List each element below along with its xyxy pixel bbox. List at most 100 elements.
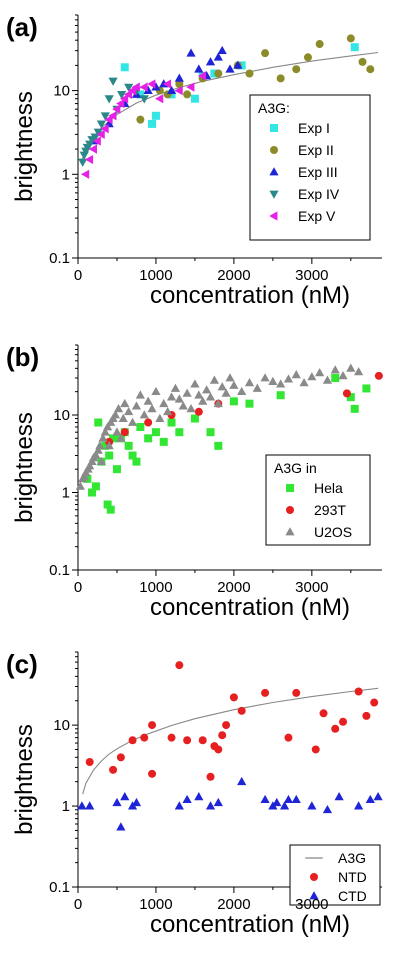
data-point [174, 73, 184, 82]
data-point [268, 376, 278, 385]
data-point [331, 374, 340, 383]
data-point [124, 406, 134, 416]
data-point [120, 63, 129, 72]
legend-marker [269, 167, 279, 176]
y-axis-label: brightness [11, 724, 38, 835]
series-ctd [77, 776, 383, 831]
data-point [354, 687, 363, 696]
data-point [116, 822, 126, 831]
data-point [214, 745, 223, 754]
data-point [159, 398, 169, 408]
data-point [194, 64, 204, 73]
x-tick-label: 2000 [217, 896, 250, 913]
data-point [139, 410, 149, 419]
legend-label: 293T [314, 502, 346, 518]
panel-label: (b) [6, 342, 39, 372]
data-point [174, 394, 184, 403]
data-point [194, 390, 204, 399]
data-point [229, 380, 239, 389]
data-point [373, 792, 383, 801]
data-point [127, 417, 138, 426]
data-point [118, 413, 128, 422]
data-point [139, 95, 149, 104]
series-u2os [75, 363, 364, 490]
data-point [237, 386, 247, 396]
data-point [85, 461, 95, 470]
data-point [276, 379, 286, 388]
data-point [84, 154, 94, 165]
data-point [116, 753, 125, 762]
y-tick-label: 10 [53, 83, 70, 100]
data-point [155, 413, 165, 422]
x-tick-label: 3000 [295, 896, 328, 913]
data-point [292, 65, 301, 74]
data-point [151, 111, 160, 120]
data-point [136, 90, 145, 99]
data-point [229, 693, 238, 702]
legend-box [265, 454, 371, 546]
data-point [233, 60, 243, 69]
data-point [178, 401, 188, 410]
legend-marker [285, 527, 295, 536]
data-point [151, 82, 161, 91]
data-point [119, 94, 129, 104]
panel-1 [72, 344, 383, 576]
x-tick-label: 2000 [217, 267, 250, 284]
data-point [124, 83, 134, 92]
data-point [217, 45, 227, 55]
data-point [80, 169, 90, 179]
data-point [112, 797, 122, 807]
data-point [159, 437, 168, 446]
data-point [350, 43, 359, 52]
legend-label: Exp III [298, 164, 338, 180]
data-point [252, 383, 262, 392]
data-point [291, 370, 301, 379]
y-tick-label: 0.1 [49, 879, 70, 896]
data-point [113, 404, 124, 413]
data-point [299, 378, 309, 387]
data-point [75, 481, 85, 490]
y-axis-label: brightness [11, 91, 38, 202]
x-axis-label: concentration (nM) [150, 282, 350, 309]
data-point [206, 772, 215, 781]
data-point [136, 422, 145, 431]
legend-marker [286, 506, 294, 514]
data-point [140, 733, 149, 742]
legend-marker [286, 484, 294, 492]
data-point [148, 769, 157, 778]
legend-marker [269, 211, 278, 221]
data-point [163, 406, 173, 416]
data-point [124, 441, 133, 450]
x-tick-label: 1000 [139, 267, 172, 284]
data-point [147, 404, 157, 413]
legend-label: Exp IV [298, 186, 340, 202]
data-point [365, 794, 375, 804]
data-point [183, 736, 192, 745]
legend-label: Hela [314, 480, 343, 496]
data-point [166, 85, 177, 94]
data-point [91, 450, 101, 459]
data-point [303, 53, 312, 62]
legend-label: Exp V [298, 208, 336, 224]
data-point [186, 48, 196, 57]
data-point [214, 69, 223, 78]
data-point [209, 375, 220, 384]
x-tick-label: 3000 [295, 579, 328, 596]
data-point [103, 422, 113, 431]
data-point [322, 375, 333, 384]
data-point [147, 79, 156, 89]
legend-label: NTD [338, 869, 367, 885]
data-point [166, 392, 177, 401]
data-point [105, 451, 114, 460]
data-point [93, 128, 103, 137]
data-point [93, 445, 103, 454]
panel-label: (a) [6, 12, 38, 42]
data-point [95, 441, 105, 450]
x-tick-label: 3000 [295, 267, 328, 284]
data-point [120, 428, 129, 437]
data-point [120, 398, 130, 408]
data-point [77, 801, 87, 810]
legend [289, 844, 381, 906]
legend-label: U2OS [314, 524, 352, 540]
data-point [346, 393, 355, 402]
